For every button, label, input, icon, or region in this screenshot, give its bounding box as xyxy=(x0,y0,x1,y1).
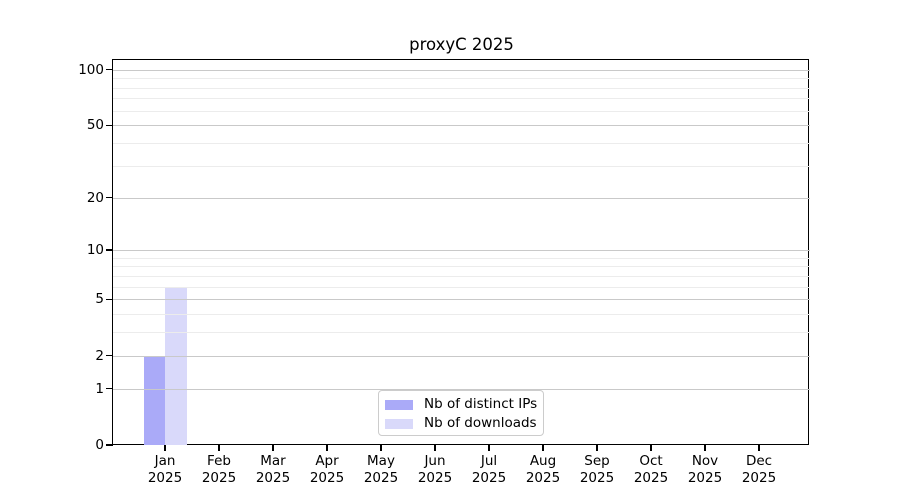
x-tick-label: Nov 2025 xyxy=(670,453,740,487)
y-tick-mark xyxy=(106,69,113,71)
x-tick-label: Aug 2025 xyxy=(508,453,578,487)
x-tick-label: Jan 2025 xyxy=(130,453,200,487)
bar-distinct-ips xyxy=(143,355,165,445)
legend: Nb of distinct IPs Nb of downloads xyxy=(378,390,544,436)
x-tick-mark xyxy=(164,445,166,451)
x-tick-month: Jul xyxy=(480,453,498,469)
x-tick-year: 2025 xyxy=(147,470,183,486)
x-tick-month: Aug xyxy=(529,453,557,469)
legend-item-distinct-ips: Nb of distinct IPs xyxy=(385,395,537,414)
x-tick-label: Feb 2025 xyxy=(184,453,254,487)
x-tick-year: 2025 xyxy=(309,470,345,486)
y-tick-mark xyxy=(106,124,113,127)
x-tick-label: Dec 2025 xyxy=(724,453,794,487)
x-tick-label: Mar 2025 xyxy=(238,453,308,487)
legend-item-downloads: Nb of downloads xyxy=(385,414,537,433)
x-tick-year: 2025 xyxy=(687,470,723,486)
x-tick-year: 2025 xyxy=(471,470,507,486)
x-tick-mark xyxy=(326,445,328,451)
x-tick-label: Sep 2025 xyxy=(562,453,632,487)
x-tick-mark xyxy=(596,445,598,451)
x-tick-mark xyxy=(380,445,382,451)
x-tick-year: 2025 xyxy=(201,470,237,486)
x-tick-month: Jun xyxy=(424,453,446,469)
x-tick-mark xyxy=(218,445,220,451)
legend-swatch xyxy=(385,399,413,410)
x-tick-mark xyxy=(704,445,706,451)
x-tick-month: May xyxy=(367,453,395,469)
x-tick-year: 2025 xyxy=(255,470,291,486)
y-tick-label: 5 xyxy=(95,291,104,308)
x-tick-mark xyxy=(542,445,544,451)
y-tick-label: 1 xyxy=(95,380,104,397)
bar-downloads xyxy=(165,286,187,445)
x-tick-label: Apr 2025 xyxy=(292,453,362,487)
x-tick-mark xyxy=(434,445,436,451)
x-tick-month: Apr xyxy=(315,453,339,469)
y-tick-label: 50 xyxy=(86,117,104,134)
x-tick-month: Feb xyxy=(207,453,231,469)
x-tick-year: 2025 xyxy=(417,470,453,486)
plot-area xyxy=(112,59,809,445)
x-tick-month: Nov xyxy=(691,453,719,469)
x-tick-label: Jul 2025 xyxy=(454,453,524,487)
x-tick-month: Sep xyxy=(584,453,610,469)
x-tick-month: Jan xyxy=(154,453,176,469)
y-tick-mark xyxy=(106,355,113,357)
y-tick-label: 0 xyxy=(95,437,104,453)
chart-title: proxyC 2025 xyxy=(409,35,514,54)
x-tick-year: 2025 xyxy=(579,470,615,486)
x-tick-year: 2025 xyxy=(525,470,561,486)
x-tick-mark xyxy=(650,445,652,451)
y-tick-label: 20 xyxy=(86,189,104,206)
y-tick-mark xyxy=(106,298,113,300)
legend-label: Nb of downloads xyxy=(424,415,537,431)
x-tick-year: 2025 xyxy=(633,470,669,486)
x-tick-year: 2025 xyxy=(363,470,399,486)
x-tick-year: 2025 xyxy=(741,470,777,486)
x-tick-month: Mar xyxy=(260,453,286,469)
x-tick-label: Oct 2025 xyxy=(616,453,686,487)
legend-swatch xyxy=(385,418,413,429)
legend-label: Nb of distinct IPs xyxy=(424,396,538,412)
y-tick-mark xyxy=(106,249,113,251)
x-tick-month: Dec xyxy=(745,453,773,469)
y-tick-mark xyxy=(106,444,113,446)
y-tick-label: 10 xyxy=(86,242,104,259)
y-tick-label: 100 xyxy=(78,61,104,78)
y-tick-label: 2 xyxy=(95,347,104,364)
y-tick-mark xyxy=(106,388,113,390)
y-tick-mark xyxy=(106,196,113,199)
x-tick-label: Jun 2025 xyxy=(400,453,470,487)
x-tick-mark xyxy=(272,445,274,451)
x-tick-mark xyxy=(758,445,760,451)
x-tick-label: May 2025 xyxy=(346,453,416,487)
x-tick-month: Oct xyxy=(639,453,663,469)
x-tick-mark xyxy=(488,445,490,451)
